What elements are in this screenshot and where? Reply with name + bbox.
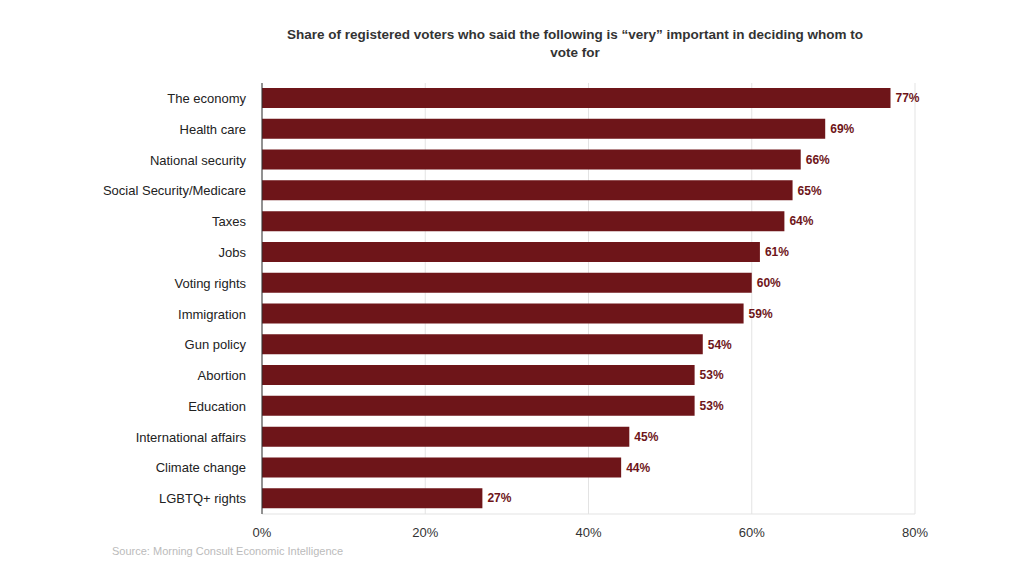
svg-text:45%: 45% [634,430,658,444]
svg-text:Education: Education [188,399,246,414]
svg-text:LGBTQ+ rights: LGBTQ+ rights [159,491,247,506]
svg-text:54%: 54% [708,338,732,352]
svg-text:40%: 40% [575,525,601,540]
svg-text:65%: 65% [798,184,822,198]
svg-text:27%: 27% [487,491,511,505]
svg-text:Taxes: Taxes [212,214,246,229]
html-text:Source: Morning Consult Econom: Source: Morning Consult Economic Intelli… [112,545,344,557]
svg-text:53%: 53% [700,399,724,413]
svg-text:60%: 60% [757,276,781,290]
svg-text:Abortion: Abortion [198,368,246,383]
svg-text:60%: 60% [739,525,765,540]
svg-text:69%: 69% [830,122,854,136]
svg-text:0%: 0% [253,525,272,540]
svg-text:64%: 64% [789,214,813,228]
svg-text:66%: 66% [806,153,830,167]
html-text:Share of registered voters who: Share of registered voters who said the … [287,27,863,60]
svg-text:Voting rights: Voting rights [174,276,246,291]
svg-text:Health care: Health care [180,122,246,137]
svg-text:International affairs: International affairs [136,430,247,445]
svg-text:53%: 53% [700,368,724,382]
svg-text:Climate change: Climate change [156,460,246,475]
svg-text:Social Security/Medicare: Social Security/Medicare [103,183,246,198]
svg-text:61%: 61% [765,245,789,259]
svg-text:Immigration: Immigration [178,307,246,322]
svg-text:59%: 59% [749,307,773,321]
svg-text:Jobs: Jobs [219,245,247,260]
svg-text:80%: 80% [902,525,928,540]
svg-text:Gun policy: Gun policy [185,337,247,352]
svg-text:The economy: The economy [167,91,246,106]
svg-text:20%: 20% [412,525,438,540]
svg-text:National security: National security [150,153,247,168]
svg-text:44%: 44% [626,461,650,475]
svg-text:77%: 77% [896,91,920,105]
